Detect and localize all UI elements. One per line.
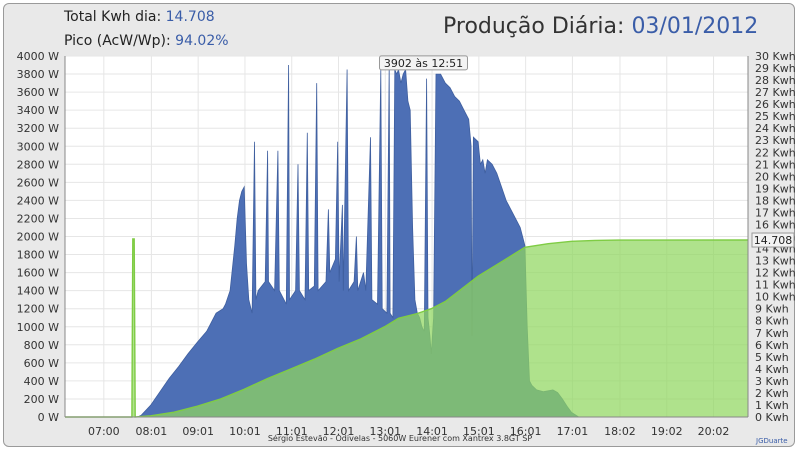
- y-right-tick-label: 0 Kwh: [755, 411, 789, 424]
- y-right-tick-label: 25 Kwh: [755, 110, 796, 123]
- x-tick-label: 10:01: [229, 425, 261, 438]
- y-right-tick-label: 29 Kwh: [755, 62, 796, 75]
- y-right-tick-label: 21 Kwh: [755, 158, 796, 171]
- x-tick-label: 11:01: [276, 425, 308, 438]
- title-prefix: Produção Diária:: [443, 14, 625, 39]
- energy-area: [65, 238, 748, 417]
- y-left-tick-label: 3000 W: [17, 140, 59, 153]
- x-tick-label: 13:01: [369, 425, 401, 438]
- peak-tooltip-label: 3902 às 12:51: [384, 57, 463, 70]
- title-date: 03/01/2012: [631, 14, 759, 39]
- y-right-tick-label: 11 Kwh: [755, 279, 796, 292]
- x-tick-label: 14:01: [416, 425, 448, 438]
- y-right-tick-label: 7 Kwh: [755, 327, 789, 340]
- x-tick-label: 12:01: [323, 425, 355, 438]
- chart-title: Produção Diária: 03/01/2012: [443, 14, 758, 39]
- y-right-tick-label: 28 Kwh: [755, 74, 796, 87]
- peak-value: 94.02%: [175, 33, 229, 49]
- y-left-tick-label: 2200 W: [17, 212, 59, 225]
- y-left-tick-label: 4000 W: [17, 50, 59, 63]
- y-left-tick-label: 3400 W: [17, 104, 59, 117]
- y-left-tick-label: 1800 W: [17, 249, 59, 262]
- y-right-tick-label: 9 Kwh: [755, 303, 789, 316]
- peak-label: Pico (AcW/Wp):: [64, 33, 171, 49]
- total-kwh-value: 14.708: [165, 9, 215, 25]
- y-left-tick-label: 800 W: [24, 339, 59, 352]
- y-left-tick-label: 1000 W: [17, 321, 59, 334]
- energy-total-label: 14.708: [754, 234, 793, 247]
- x-tick-label: 19:02: [651, 425, 683, 438]
- y-right-tick-label: 26 Kwh: [755, 98, 796, 111]
- y-left-tick-label: 2000 W: [17, 231, 59, 244]
- y-right-tick-label: 6 Kwh: [755, 339, 789, 352]
- y-left-tick-label: 3200 W: [17, 122, 59, 135]
- y-left-tick-label: 2600 W: [17, 176, 59, 189]
- y-left-tick-label: 1200 W: [17, 303, 59, 316]
- y-left-tick-label: 0 W: [38, 411, 59, 424]
- y-left-tick-label: 1600 W: [17, 267, 59, 280]
- y-right-tick-label: 22 Kwh: [755, 146, 796, 159]
- y-right-tick-label: 27 Kwh: [755, 86, 796, 99]
- energy-line: [65, 238, 749, 418]
- y-right-tick-label: 4 Kwh: [755, 363, 789, 376]
- footer-description: Sérgio Estevão - Odivelas - 5060W Eurene…: [267, 434, 533, 443]
- y-right-tick-label: 2 Kwh: [755, 387, 789, 400]
- y-left-tick-label: 1400 W: [17, 285, 59, 298]
- y-left-tick-label: 400 W: [24, 375, 59, 388]
- y-right-tick-label: 19 Kwh: [755, 182, 796, 195]
- x-tick-label: 15:01: [463, 425, 495, 438]
- y-right-tick-label: 23 Kwh: [755, 134, 796, 147]
- y-left-tick-label: 3800 W: [17, 68, 59, 81]
- y-right-tick-label: 3 Kwh: [755, 375, 789, 388]
- x-tick-label: 07:00: [88, 425, 120, 438]
- total-kwh-label: Total Kwh dia:: [64, 9, 162, 25]
- y-right-tick-label: 20 Kwh: [755, 170, 796, 183]
- x-tick-label: 08:01: [136, 425, 168, 438]
- y-right-tick-label: 12 Kwh: [755, 267, 796, 280]
- total-kwh-stat: Total Kwh dia: 14.708: [64, 9, 215, 25]
- x-tick-label: 17:01: [557, 425, 589, 438]
- x-tick-label: 16:01: [510, 425, 542, 438]
- y-left-tick-label: 200 W: [24, 393, 59, 406]
- peak-stat: Pico (AcW/Wp): 94.02%: [64, 33, 229, 49]
- y-right-tick-label: 8 Kwh: [755, 315, 789, 328]
- x-tick-label: 09:01: [182, 425, 214, 438]
- x-tick-label: 18:02: [604, 425, 636, 438]
- y-left-tick-label: 600 W: [24, 357, 59, 370]
- y-left-tick-label: 2400 W: [17, 194, 59, 207]
- y-right-tick-label: 17 Kwh: [755, 206, 796, 219]
- y-right-tick-label: 24 Kwh: [755, 122, 796, 135]
- energy-total-tag: [751, 232, 795, 248]
- y-right-tick-label: 1 Kwh: [755, 399, 789, 412]
- y-right-tick-label: 10 Kwh: [755, 291, 796, 304]
- y-right-tick-label: 16 Kwh: [755, 218, 796, 231]
- y-right-tick-label: 18 Kwh: [755, 194, 796, 207]
- y-left-tick-label: 2800 W: [17, 158, 59, 171]
- y-right-tick-label: 13 Kwh: [755, 255, 796, 268]
- peak-tooltip-box: [378, 55, 468, 71]
- footer-credit: JGDuarte: [756, 437, 788, 445]
- y-right-tick-label: 5 Kwh: [755, 351, 789, 364]
- y-right-tick-label: 30 Kwh: [755, 50, 796, 63]
- x-tick-label: 20:02: [698, 425, 730, 438]
- y-left-tick-label: 3600 W: [17, 86, 59, 99]
